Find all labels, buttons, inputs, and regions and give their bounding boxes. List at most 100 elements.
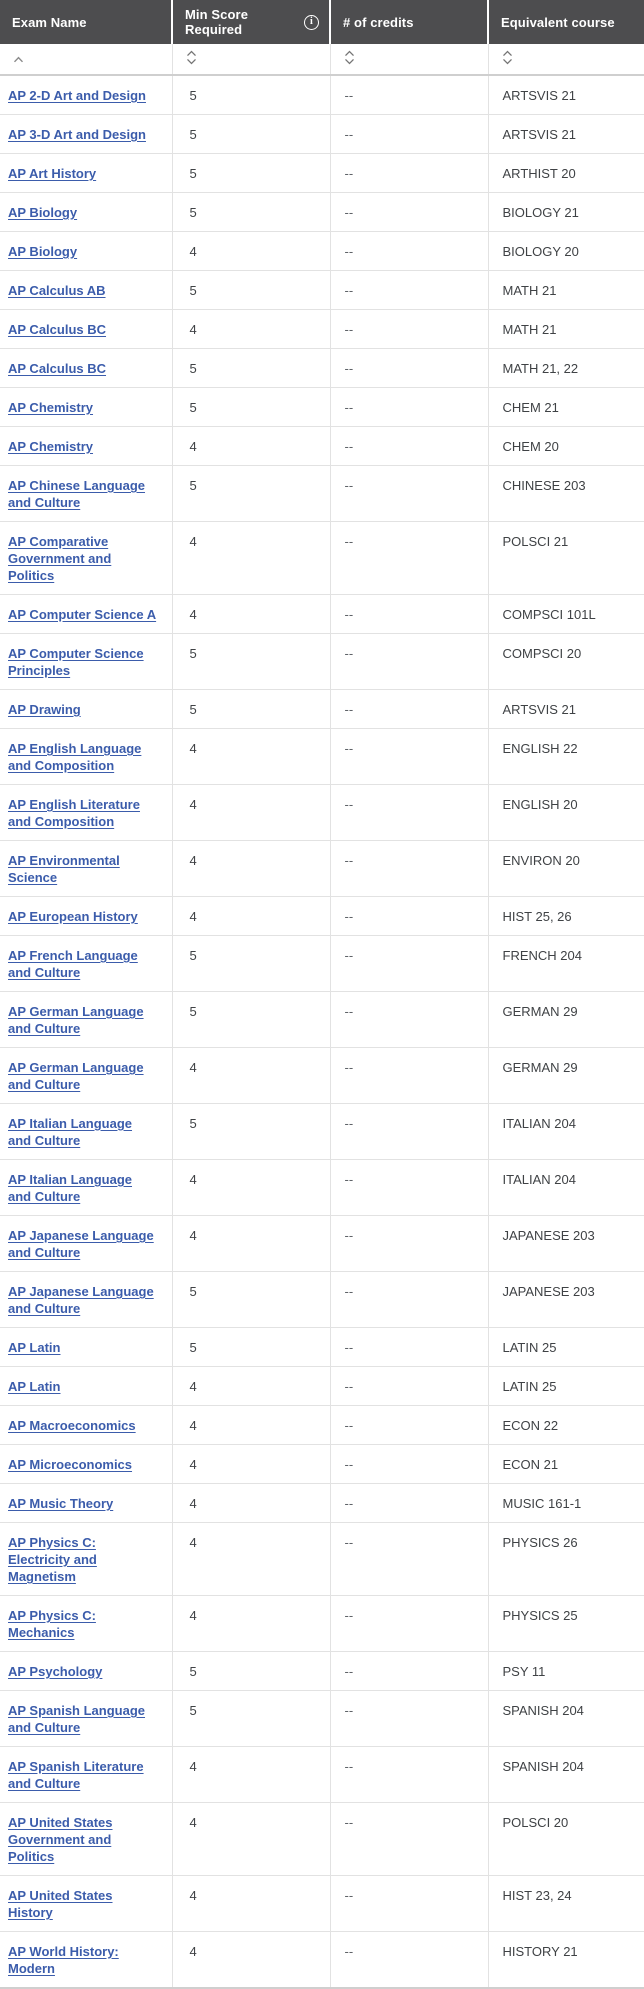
min-score-cell: 4 (172, 594, 331, 634)
equivalent-course-cell: MATH 21 (488, 270, 644, 310)
exam-name-link[interactable]: AP Calculus AB (8, 283, 106, 298)
credits-cell: -- (330, 1366, 489, 1406)
table-row: AP Japanese Language and Culture 5 -- JA… (0, 1271, 644, 1328)
exam-name-link[interactable]: AP Drawing (8, 702, 81, 717)
exam-name-cell: AP Computer Science Principles (0, 633, 173, 690)
column-header-equivalent-course[interactable]: Equivalent course (488, 0, 644, 44)
table-row: AP Spanish Literature and Culture 4 -- S… (0, 1746, 644, 1803)
exam-name-cell: AP Calculus BC (0, 309, 173, 349)
column-header-exam-name[interactable]: Exam Name (0, 0, 173, 44)
min-score-cell: 5 (172, 1651, 331, 1691)
equivalent-course-cell: CHEM 21 (488, 387, 644, 427)
table-row: AP Physics C: Electricity and Magnetism … (0, 1522, 644, 1596)
exam-name-link[interactable]: AP United States Government and Politics (8, 1815, 113, 1864)
min-score-cell: 4 (172, 426, 331, 466)
sort-toggle-icon[interactable] (343, 50, 356, 65)
min-score-cell: 4 (172, 1522, 331, 1596)
exam-name-link[interactable]: AP Chemistry (8, 439, 94, 454)
credits-cell: -- (330, 1215, 489, 1272)
table-row: AP Japanese Language and Culture 4 -- JA… (0, 1215, 644, 1272)
credits-cell: -- (330, 1651, 489, 1691)
table-row: AP German Language and Culture 4 -- GERM… (0, 1047, 644, 1104)
exam-name-link[interactable]: AP German Language and Culture (8, 1060, 144, 1092)
exam-name-link[interactable]: AP Chinese Language and Culture (8, 478, 146, 510)
exam-name-link[interactable]: AP Biology (8, 244, 78, 259)
exam-name-link[interactable]: AP Computer Science Principles (8, 646, 144, 678)
equivalent-course-cell: ECON 21 (488, 1444, 644, 1484)
table-row: AP Calculus BC 5 -- MATH 21, 22 (0, 348, 644, 388)
exam-name-link[interactable]: AP Biology (8, 205, 78, 220)
exam-name-cell: AP Psychology (0, 1651, 173, 1691)
credits-cell: -- (330, 728, 489, 785)
table-row: AP Chemistry 5 -- CHEM 21 (0, 387, 644, 427)
table-row: AP Psychology 5 -- PSY 11 (0, 1651, 644, 1691)
exam-name-link[interactable]: AP English Literature and Composition (8, 797, 140, 829)
exam-name-link[interactable]: AP Calculus BC (8, 361, 107, 376)
exam-name-link[interactable]: AP Latin (8, 1379, 61, 1394)
equivalent-course-cell: ENGLISH 20 (488, 784, 644, 841)
exam-name-link[interactable]: AP Comparative Government and Politics (8, 534, 112, 583)
exam-name-link[interactable]: AP World History: Modern (8, 1944, 119, 1976)
exam-name-link[interactable]: AP Latin (8, 1340, 61, 1355)
exam-name-link[interactable]: AP Physics C: Electricity and Magnetism (8, 1535, 97, 1584)
equivalent-course-cell: COMPSCI 20 (488, 633, 644, 690)
exam-name-link[interactable]: AP Japanese Language and Culture (8, 1228, 154, 1260)
exam-name-link[interactable]: AP Japanese Language and Culture (8, 1284, 154, 1316)
exam-name-cell: AP Spanish Literature and Culture (0, 1746, 173, 1803)
column-header-min-score[interactable]: Min Score Required i (172, 0, 331, 44)
info-icon[interactable]: i (304, 14, 319, 30)
column-header-credits[interactable]: # of credits (330, 0, 489, 44)
sort-toggle-icon[interactable] (501, 50, 514, 65)
equivalent-course-cell: ARTSVIS 21 (488, 75, 644, 115)
min-score-cell: 5 (172, 1103, 331, 1160)
exam-name-link[interactable]: AP Chemistry (8, 400, 94, 415)
min-score-cell: 4 (172, 1159, 331, 1216)
equivalent-course-cell: PSY 11 (488, 1651, 644, 1691)
exam-name-link[interactable]: AP Psychology (8, 1664, 103, 1679)
table-row: AP Italian Language and Culture 5 -- ITA… (0, 1103, 644, 1160)
exam-name-link[interactable]: AP United States History (8, 1888, 113, 1920)
exam-name-link[interactable]: AP 2-D Art and Design (8, 88, 146, 103)
equivalent-course-cell: LATIN 25 (488, 1327, 644, 1367)
min-score-cell: 4 (172, 521, 331, 595)
min-score-cell: 5 (172, 192, 331, 232)
exam-name-cell: AP German Language and Culture (0, 991, 173, 1048)
exam-name-cell: AP Macroeconomics (0, 1405, 173, 1445)
exam-name-link[interactable]: AP Environmental Science (8, 853, 120, 885)
min-score-cell: 5 (172, 270, 331, 310)
exam-name-cell: AP United States History (0, 1875, 173, 1932)
equivalent-course-cell: HIST 25, 26 (488, 896, 644, 936)
credits-cell: -- (330, 1595, 489, 1652)
table-row: AP European History 4 -- HIST 25, 26 (0, 896, 644, 936)
exam-name-link[interactable]: AP French Language and Culture (8, 948, 138, 980)
sort-ascending-icon[interactable] (12, 55, 25, 64)
equivalent-course-cell: BIOLOGY 21 (488, 192, 644, 232)
sort-toggle-icon[interactable] (185, 50, 198, 65)
exam-name-link[interactable]: AP Art History (8, 166, 97, 181)
exam-name-link[interactable]: AP Calculus BC (8, 322, 107, 337)
exam-name-link[interactable]: AP Spanish Language and Culture (8, 1703, 146, 1735)
min-score-cell: 5 (172, 114, 331, 154)
min-score-cell: 4 (172, 840, 331, 897)
column-header-label: # of credits (343, 14, 414, 30)
exam-name-link[interactable]: AP 3-D Art and Design (8, 127, 146, 142)
exam-name-link[interactable]: AP Macroeconomics (8, 1418, 136, 1433)
exam-name-link[interactable]: AP English Language and Composition (8, 741, 142, 773)
exam-name-link[interactable]: AP German Language and Culture (8, 1004, 144, 1036)
exam-name-link[interactable]: AP Italian Language and Culture (8, 1172, 133, 1204)
equivalent-course-cell: ARTHIST 20 (488, 153, 644, 193)
exam-name-link[interactable]: AP Physics C: Mechanics (8, 1608, 96, 1640)
table-row: AP Italian Language and Culture 4 -- ITA… (0, 1159, 644, 1216)
exam-name-link[interactable]: AP European History (8, 909, 138, 924)
exam-name-link[interactable]: AP Spanish Literature and Culture (8, 1759, 144, 1791)
exam-name-link[interactable]: AP Italian Language and Culture (8, 1116, 133, 1148)
table-row: AP Latin 4 -- LATIN 25 (0, 1366, 644, 1406)
equivalent-course-cell: GERMAN 29 (488, 1047, 644, 1104)
credits-cell: -- (330, 521, 489, 595)
exam-name-link[interactable]: AP Microeconomics (8, 1457, 133, 1472)
exam-name-link[interactable]: AP Computer Science A (8, 607, 157, 622)
min-score-cell: 4 (172, 1931, 331, 1989)
exam-name-cell: AP Music Theory (0, 1483, 173, 1523)
exam-name-cell: AP Latin (0, 1327, 173, 1367)
exam-name-link[interactable]: AP Music Theory (8, 1496, 114, 1511)
